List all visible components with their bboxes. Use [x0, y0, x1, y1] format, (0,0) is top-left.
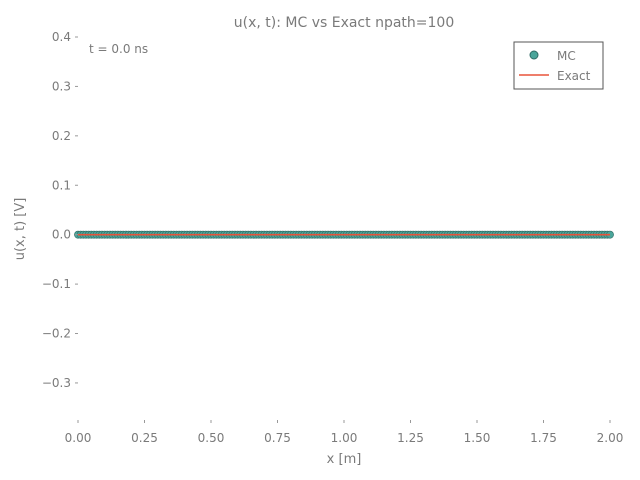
- y-tick-label: 0.2: [52, 129, 71, 143]
- legend-box: [513, 41, 604, 90]
- y-axis-label: u(x, t) [V]: [13, 198, 28, 261]
- x-tick-label: 0.50: [198, 431, 225, 445]
- y-tick-label: 0.4: [52, 30, 71, 44]
- y-axis: −0.3 −0.2 −0.1 0.0 0.1 0.2 0.3 0.4: [42, 30, 78, 390]
- y-tick-label: −0.1: [42, 277, 71, 291]
- legend-mc-label: MC: [557, 49, 576, 63]
- y-tick-label: 0.3: [52, 79, 71, 93]
- y-tick-label: −0.3: [42, 376, 71, 390]
- chart-title: u(x, t): MC vs Exact npath=100: [234, 15, 454, 31]
- x-tick-label: 0.75: [264, 431, 291, 445]
- y-tick-label: 0.0: [52, 228, 71, 242]
- plot-area: [74, 230, 614, 239]
- x-tick-label: 2.00: [597, 431, 624, 445]
- x-axis-label: x [m]: [327, 452, 362, 467]
- legend-mc-marker: [529, 50, 539, 60]
- time-annotation: t = 0.0 ns: [89, 42, 148, 56]
- y-tick-label: 0.1: [52, 178, 71, 192]
- legend: MC Exact: [513, 41, 604, 90]
- x-axis: 0.00 0.25 0.50 0.75 1.00 1.25 1.50 1.75 2.00: [65, 420, 624, 445]
- x-tick-label: 1.50: [464, 431, 491, 445]
- x-tick-label: 1.00: [331, 431, 358, 445]
- legend-exact-label: Exact: [557, 69, 591, 83]
- x-tick-label: 0.25: [131, 431, 158, 445]
- x-tick-label: 1.75: [530, 431, 557, 445]
- x-tick-label: 0.00: [65, 431, 92, 445]
- y-tick-label: −0.2: [42, 327, 71, 341]
- x-tick-label: 1.25: [397, 431, 424, 445]
